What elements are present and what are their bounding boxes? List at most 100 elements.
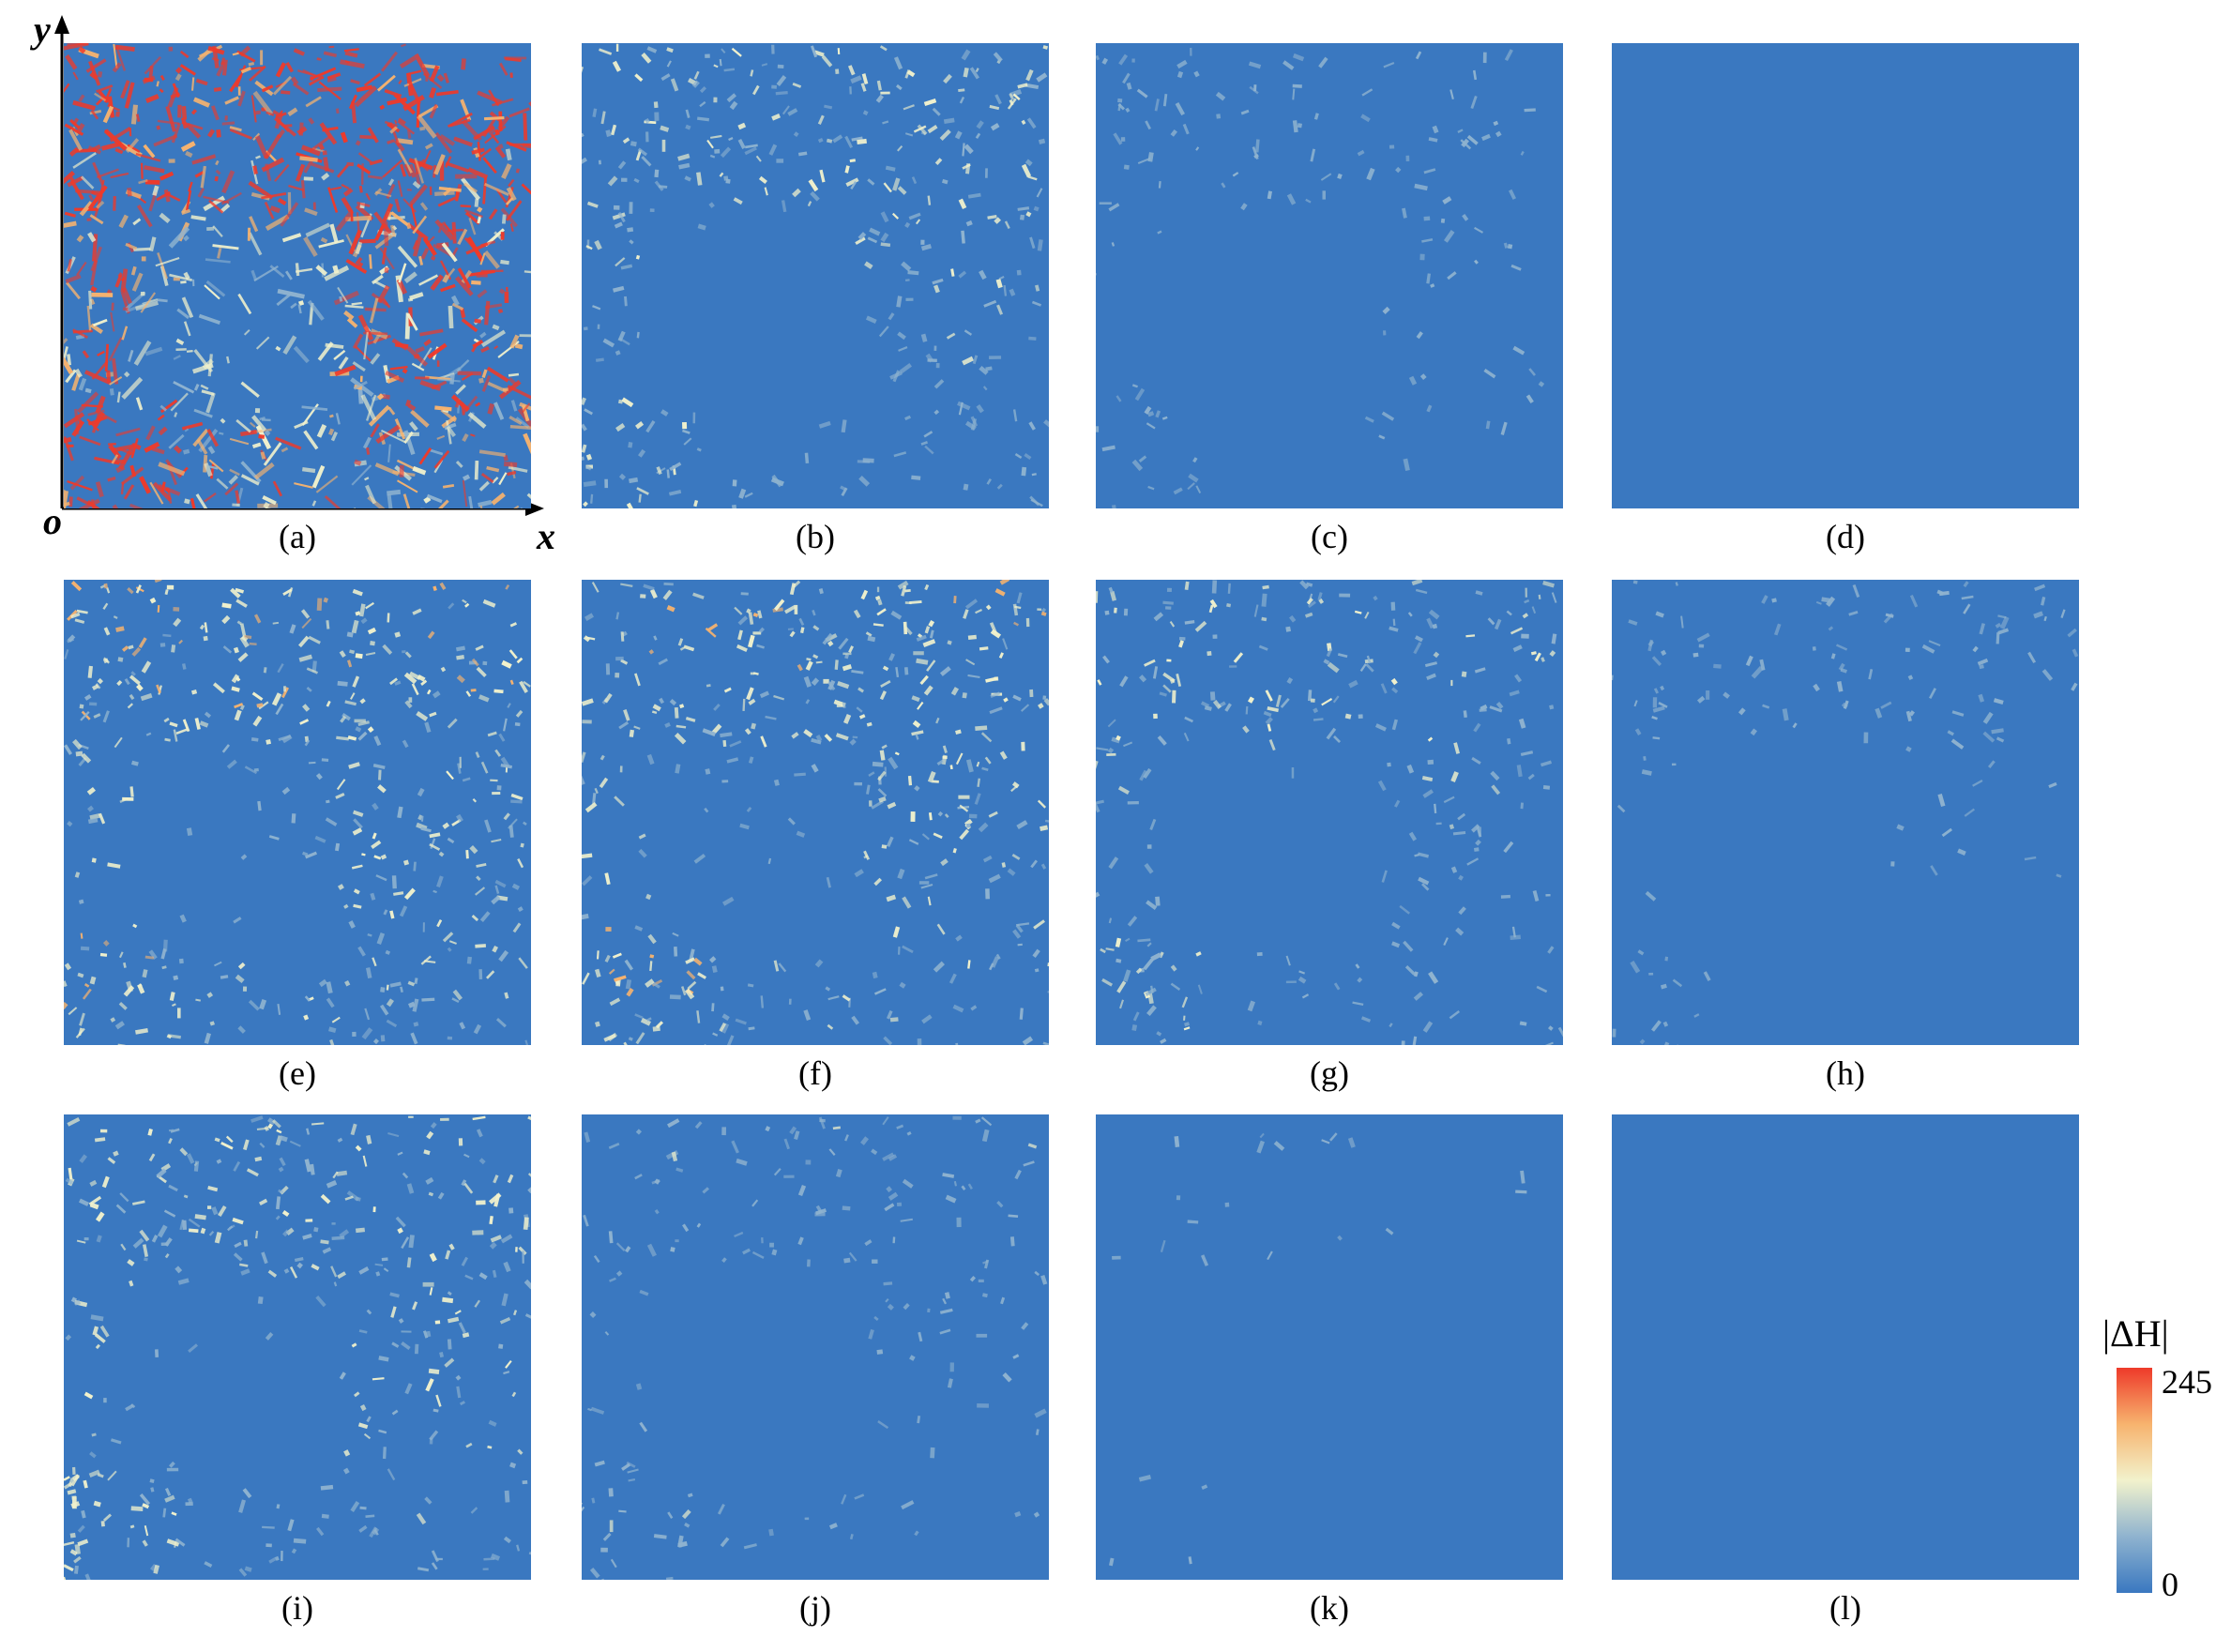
error-texture-mark [495,1017,507,1028]
error-texture-mark [1299,580,1309,590]
error-texture-mark [2067,628,2077,638]
error-texture-mark [240,474,260,486]
error-texture-mark [621,397,634,408]
error-texture-mark [144,1525,149,1537]
error-texture-mark [675,724,687,729]
error-texture-mark [204,284,220,300]
error-texture-mark [284,270,293,280]
error-texture-mark [865,315,877,325]
error-texture-mark [244,634,252,640]
error-texture-mark [883,182,892,193]
error-texture-mark [239,705,245,711]
error-texture-mark [100,141,122,151]
error-texture-mark [398,263,407,283]
error-texture-mark [295,267,313,273]
error-texture-mark [89,1451,97,1459]
error-texture-mark [276,1504,281,1509]
error-texture-mark [77,123,85,133]
error-texture-mark [603,1033,616,1042]
error-texture-mark [1471,824,1480,833]
error-texture-mark [391,338,408,351]
error-texture-mark [1047,991,1049,994]
error-texture-mark [937,811,944,817]
error-texture-mark [429,103,438,119]
error-texture-mark [287,191,292,214]
error-texture-mark [488,1192,502,1205]
error-texture-mark [1427,759,1434,765]
error-texture-mark [1511,926,1516,938]
error-texture-mark [949,973,957,984]
error-texture-mark [253,767,259,772]
error-texture-mark [70,1501,81,1508]
error-texture-mark [842,664,852,672]
error-texture-mark [1024,453,1032,461]
error-texture-mark [968,813,978,819]
error-texture-mark [927,896,932,906]
error-texture-mark [927,771,936,783]
error-texture-mark [475,887,486,896]
error-texture-mark [582,132,584,140]
error-texture-mark [1310,148,1316,162]
error-texture-mark [183,321,191,337]
error-texture-mark [186,827,193,837]
error-texture-mark [751,1199,759,1207]
error-texture-mark [920,441,928,446]
error-texture-mark [261,107,266,112]
error-texture-mark [996,483,1003,490]
error-texture-mark [1232,172,1239,177]
error-texture-mark [229,126,242,132]
error-texture-mark [755,155,762,162]
error-texture-mark [366,1309,372,1315]
error-texture-mark [206,226,214,232]
error-texture-mark [1104,610,1110,615]
error-texture-mark [403,163,412,177]
error-texture-mark [459,1401,466,1406]
error-texture-mark [486,366,509,383]
error-texture-mark [430,274,444,291]
error-texture-mark [162,1508,167,1518]
error-texture-mark [387,406,396,416]
error-texture-mark [711,965,718,974]
error-texture-mark [80,711,90,721]
error-texture-mark [95,1343,101,1350]
error-texture-mark [249,216,259,233]
error-texture-mark [1027,1143,1038,1149]
error-texture-mark [81,752,92,764]
error-texture-mark [1863,732,1869,744]
error-texture-mark [994,676,999,681]
error-texture-mark [1905,746,1912,752]
error-texture-mark [595,357,604,362]
error-texture-mark [1253,153,1259,159]
error-texture-mark [110,172,129,179]
error-texture-mark [1263,710,1272,718]
error-texture-mark [1473,722,1481,733]
error-texture-mark [470,1507,478,1514]
error-texture-mark [399,905,408,917]
error-texture-mark [1019,214,1025,220]
error-texture-mark [135,114,141,123]
error-texture-mark [292,82,310,96]
error-texture-mark [344,980,351,987]
error-texture-mark [1393,799,1401,808]
error-texture-mark [1524,108,1536,113]
error-texture-mark [296,126,308,136]
error-texture-mark [179,914,187,923]
error-texture-mark [469,845,478,855]
error-texture-mark [994,94,1002,105]
error-texture-mark [366,1134,372,1144]
error-texture-mark [67,820,73,827]
error-texture-mark [589,1568,600,1579]
error-texture-mark [1423,168,1436,174]
error-texture-mark [776,75,787,86]
error-texture-mark [527,1173,531,1182]
error-texture-mark [250,737,259,742]
error-texture-mark [272,1119,281,1129]
error-map-image [1096,1114,1563,1580]
error-texture-mark [1361,88,1374,97]
error-texture-mark [720,732,733,738]
error-texture-mark [254,110,262,115]
error-texture-mark [410,409,430,428]
error-texture-mark [203,195,230,205]
error-texture-mark [92,144,102,152]
